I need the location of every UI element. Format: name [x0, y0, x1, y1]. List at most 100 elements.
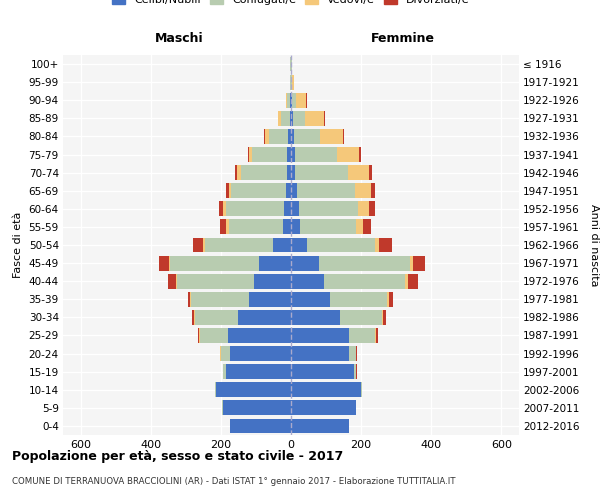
Bar: [259, 256, 291, 270]
Bar: [296, 93, 307, 108]
Bar: [291, 147, 295, 162]
Bar: [291, 238, 307, 252]
Bar: [200, 328, 228, 343]
Bar: [356, 346, 357, 361]
Bar: [291, 364, 354, 379]
Bar: [199, 328, 200, 343]
Bar: [354, 364, 356, 379]
Bar: [389, 292, 394, 306]
Bar: [274, 238, 291, 252]
Bar: [221, 346, 230, 361]
Y-axis label: Fasce di età: Fasce di età: [13, 212, 23, 278]
Bar: [203, 238, 205, 252]
Bar: [349, 328, 375, 343]
Bar: [281, 111, 290, 126]
Bar: [220, 220, 226, 234]
Bar: [348, 165, 369, 180]
Bar: [291, 274, 325, 288]
Bar: [248, 147, 249, 162]
Bar: [169, 256, 170, 270]
Bar: [215, 382, 291, 397]
Bar: [355, 184, 371, 198]
Bar: [230, 346, 291, 361]
Legend: Celibi/Nubili, Coniugati/e, Vedovi/e, Divorziati/e: Celibi/Nubili, Coniugati/e, Vedovi/e, Di…: [110, 0, 472, 7]
Bar: [170, 256, 259, 270]
Bar: [254, 274, 291, 288]
Bar: [325, 274, 405, 288]
Bar: [241, 165, 287, 180]
Bar: [295, 165, 348, 180]
Bar: [363, 220, 371, 234]
Text: Maschi: Maschi: [154, 32, 203, 45]
Bar: [337, 147, 359, 162]
Bar: [193, 238, 203, 252]
Bar: [238, 310, 291, 325]
Bar: [188, 292, 190, 306]
Bar: [228, 328, 291, 343]
Bar: [291, 310, 340, 325]
Bar: [235, 165, 237, 180]
Bar: [329, 292, 388, 306]
Bar: [290, 93, 291, 108]
Bar: [229, 220, 283, 234]
Bar: [291, 184, 298, 198]
Bar: [291, 256, 319, 270]
Bar: [284, 202, 291, 216]
Bar: [340, 310, 382, 325]
Bar: [408, 274, 418, 288]
Bar: [176, 274, 177, 288]
Bar: [383, 310, 386, 325]
Bar: [159, 256, 169, 270]
Bar: [295, 147, 337, 162]
Bar: [191, 292, 249, 306]
Bar: [205, 238, 274, 252]
Bar: [223, 202, 226, 216]
Bar: [319, 256, 410, 270]
Bar: [249, 292, 291, 306]
Bar: [237, 165, 241, 180]
Bar: [290, 111, 291, 126]
Bar: [413, 256, 425, 270]
Bar: [291, 93, 292, 108]
Bar: [410, 256, 413, 270]
Bar: [269, 129, 288, 144]
Bar: [291, 292, 329, 306]
Bar: [287, 165, 291, 180]
Bar: [291, 111, 293, 126]
Bar: [291, 328, 349, 343]
Bar: [226, 364, 291, 379]
Bar: [349, 346, 356, 361]
Bar: [343, 129, 344, 144]
Bar: [283, 220, 291, 234]
Bar: [358, 202, 369, 216]
Bar: [223, 364, 226, 379]
Text: Femmine: Femmine: [371, 32, 435, 45]
Bar: [299, 202, 358, 216]
Bar: [292, 93, 296, 108]
Bar: [194, 310, 238, 325]
Bar: [375, 238, 379, 252]
Bar: [190, 292, 191, 306]
Bar: [320, 129, 343, 144]
Bar: [291, 220, 300, 234]
Bar: [359, 147, 361, 162]
Bar: [307, 238, 375, 252]
Bar: [198, 328, 199, 343]
Y-axis label: Anni di nascita: Anni di nascita: [589, 204, 599, 286]
Bar: [298, 184, 355, 198]
Bar: [291, 400, 356, 415]
Bar: [226, 220, 229, 234]
Bar: [226, 202, 284, 216]
Bar: [294, 129, 320, 144]
Bar: [219, 202, 223, 216]
Bar: [177, 274, 254, 288]
Bar: [369, 165, 371, 180]
Bar: [293, 111, 305, 126]
Bar: [253, 147, 287, 162]
Bar: [292, 74, 294, 90]
Bar: [287, 93, 290, 108]
Bar: [300, 220, 356, 234]
Bar: [291, 129, 294, 144]
Bar: [167, 274, 176, 288]
Bar: [305, 111, 325, 126]
